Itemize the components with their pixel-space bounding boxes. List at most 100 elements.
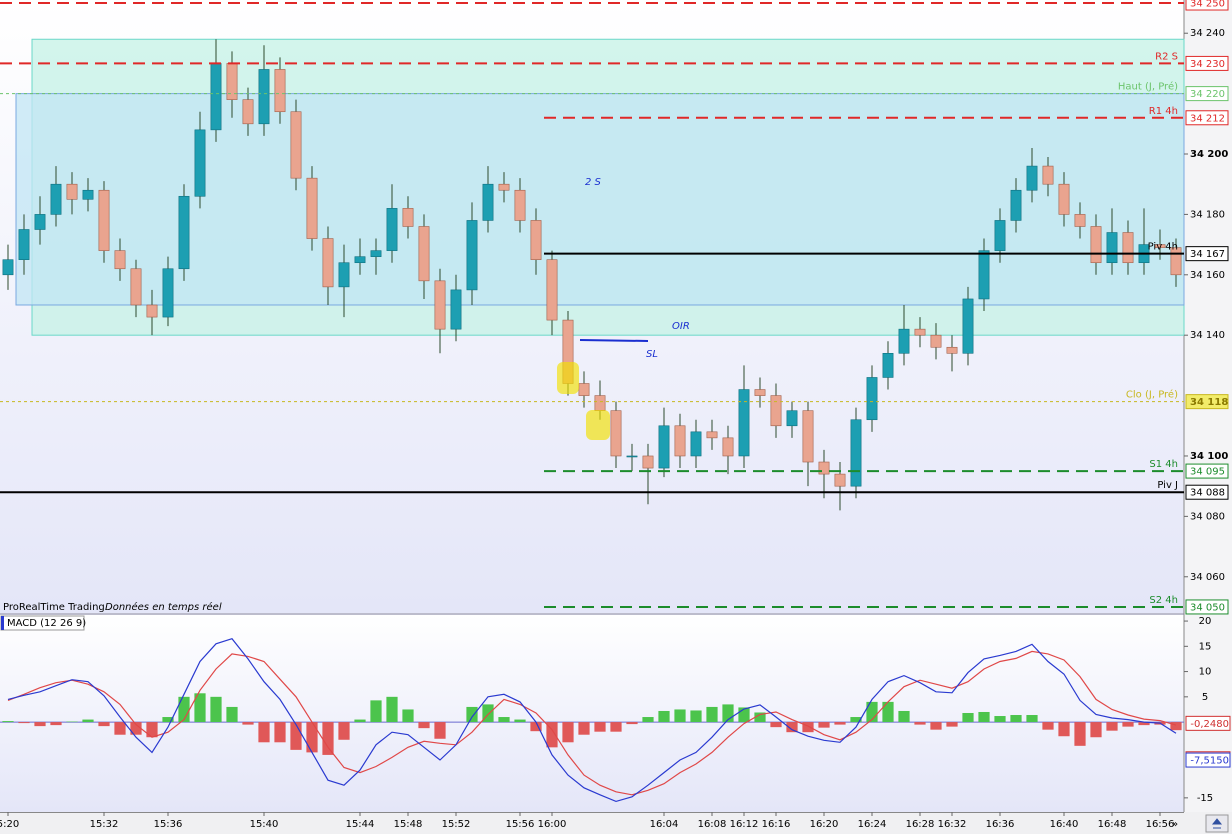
histogram-bar [818,722,830,728]
y-tick-label: 15 [1199,641,1212,652]
annotation: OIR [672,321,690,332]
candle-body [594,395,606,411]
candle-body [866,377,878,421]
annotation: 2 S [585,177,602,188]
y-tick-label: 20 [1199,616,1212,627]
candle-body [1042,165,1054,185]
histogram-bar [146,722,158,738]
histogram-bar [866,701,878,723]
candle-body [338,262,350,288]
candle-body [114,250,126,270]
candle-body [690,431,702,457]
price-tag-label: 34 167 [1190,249,1225,260]
candle-body [802,410,814,463]
level-label: R1 4h [1149,106,1178,117]
histogram-bar [386,696,398,723]
y-tick-label: 10 [1199,667,1212,678]
value-tag-label: -7,5150 [1190,756,1229,767]
x-tick-label: 16:20 [810,819,839,830]
candle-body [914,328,926,336]
histogram-bar [850,717,862,723]
candle-body [98,189,110,251]
histogram-bar [290,722,302,750]
price-tag [1185,484,1229,500]
histogram-bar [354,719,366,723]
histogram-bar [322,722,334,755]
candle-body [1106,232,1118,264]
histogram-bar [466,706,478,723]
candle-body [258,69,270,125]
histogram-bar [530,722,542,732]
x-tick-label: 5:20 [0,819,19,830]
histogram-bar [754,712,766,723]
value-tag [1185,752,1231,768]
y-tick-label: 34 080 [1190,511,1225,522]
candle-body [770,395,782,427]
menu-icon [1211,818,1223,829]
candle-body [738,389,750,457]
histogram-bar [738,707,750,723]
histogram-bar [786,722,798,733]
histogram-bar [18,722,30,724]
histogram-bar [274,722,286,743]
x-tick-label: 15:36 [154,819,183,830]
histogram-bar [1026,715,1038,723]
highlight [586,410,610,440]
histogram-bar [1122,722,1134,727]
x-tick-label: 16:12 [730,819,759,830]
histogram-bar [994,716,1006,723]
scroll-button[interactable]: » [1172,819,1178,830]
candle-body [482,183,494,221]
histogram-bar [434,722,446,739]
histogram-bar [34,722,46,727]
price-tag [1185,110,1229,126]
histogram-bar [178,696,190,723]
histogram-bar [914,722,926,725]
candle-body [1090,226,1102,264]
price-tag-label: 34 220 [1190,89,1225,100]
x-tick-label: 16:28 [906,819,935,830]
candle-body [946,346,958,354]
histogram-bar [658,710,670,723]
level-label: Piv 4h [1148,242,1178,253]
macd-pane [0,615,1184,812]
candle-body [402,208,414,227]
candle-body [226,63,238,100]
signal-line [7,650,1177,796]
histogram-bar [546,722,558,748]
histogram-bar [594,722,606,732]
histogram-bar [130,722,142,735]
candle-body [146,304,158,318]
candle-body [674,425,686,457]
candle-body [434,280,446,330]
candle-body [354,256,366,264]
price-tag-label: 34 230 [1190,59,1225,70]
price-tag-label: 34 050 [1190,602,1225,613]
annotation: SL [646,349,658,360]
price-tag [1185,55,1229,71]
price-tag-label: 34 088 [1190,488,1225,499]
histogram-bar [242,722,254,725]
candle-body [1122,232,1134,264]
candle-body [178,195,190,270]
y-tick-label: 34 240 [1190,28,1225,39]
histogram-bar [482,704,494,723]
histogram-bar [898,710,910,723]
histogram-bar [306,722,318,753]
histogram-bar [930,722,942,730]
histogram-bar [562,722,574,743]
x-tick-label: 16:04 [650,819,679,830]
x-tick-label: 16:00 [538,819,567,830]
histogram-bar [610,722,622,732]
price-axis [1184,0,1232,834]
candle-body [18,229,30,260]
x-tick-label: 16:32 [938,819,967,830]
x-tick-label: 15:32 [90,819,119,830]
price-tag [1185,599,1229,615]
histogram-bar [1058,722,1070,737]
histogram-bar [98,722,110,727]
y-tick-label: 34 140 [1190,330,1225,341]
level-label: S2 4h [1149,595,1178,606]
histogram-bar [418,722,430,729]
candle-body [978,250,990,300]
